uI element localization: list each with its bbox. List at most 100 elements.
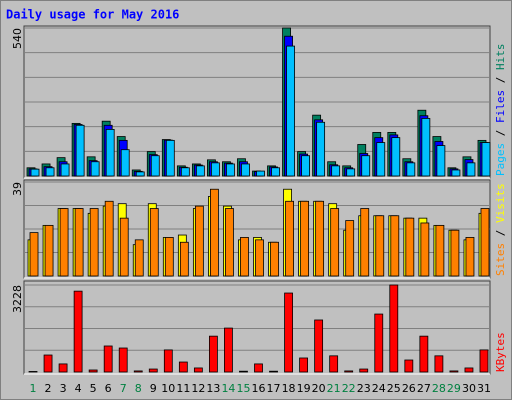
bar (346, 168, 356, 177)
x-tick-label: 1 (30, 382, 37, 395)
bar (419, 335, 429, 373)
x-tick-label: 18 (282, 382, 296, 395)
chart-title: Daily usage for May 2016 (6, 8, 179, 22)
bar (314, 319, 324, 373)
bar (299, 357, 309, 373)
bar (479, 349, 489, 373)
bar (435, 224, 445, 277)
bar (226, 163, 235, 177)
bar (44, 224, 54, 277)
legend: KBytes (494, 332, 507, 372)
legend-entry: Hits (494, 44, 507, 71)
bar (149, 208, 159, 277)
x-tick-label: 24 (372, 382, 386, 395)
bar (194, 205, 204, 277)
bar (330, 208, 340, 277)
bar (301, 155, 311, 177)
x-tick-label: 6 (105, 382, 112, 395)
y-tick-label: 540 (11, 28, 24, 49)
bar (451, 169, 461, 177)
bar (361, 155, 371, 177)
bar (256, 170, 265, 177)
bar (45, 167, 55, 177)
bar (150, 155, 160, 177)
bar (209, 335, 218, 373)
bar (178, 361, 188, 373)
bar (284, 292, 293, 373)
bar (60, 163, 70, 177)
bar (73, 290, 83, 373)
y-tick-label: 39 (11, 182, 24, 196)
bar (254, 363, 263, 373)
legend-separator: / (494, 223, 507, 243)
x-tick-label: 3 (60, 382, 67, 395)
x-tick-label: 7 (120, 382, 127, 395)
bar (74, 208, 84, 277)
panel (23, 280, 491, 375)
bar (300, 200, 310, 277)
x-tick-label: 5 (90, 382, 97, 395)
bar (331, 165, 341, 177)
bar (75, 124, 85, 177)
bar (449, 370, 459, 373)
x-tick-label: 22 (342, 382, 356, 395)
bar (43, 354, 53, 373)
legend-entry: Pages (494, 143, 507, 176)
legend-separator: / (494, 123, 507, 143)
legend-entry: Visits (494, 183, 507, 223)
x-tick-label: 9 (150, 382, 157, 395)
bar (391, 137, 401, 177)
bar (104, 200, 114, 277)
x-tick-label: 21 (327, 382, 341, 395)
bar (329, 355, 339, 373)
x-tick-label: 16 (252, 382, 266, 395)
bar (239, 370, 248, 373)
legend-entry: KBytes (494, 332, 507, 372)
bar (270, 241, 279, 277)
bar (316, 121, 326, 177)
legend-entry: Files (494, 90, 507, 123)
bar (211, 162, 220, 177)
legend-separator: / (494, 70, 507, 90)
bar (105, 129, 115, 177)
bar (225, 208, 234, 277)
bar (133, 370, 143, 373)
bar (359, 368, 369, 373)
bar (59, 208, 69, 277)
bar (345, 220, 355, 277)
x-tick-label: 13 (206, 382, 220, 395)
bar (90, 161, 100, 177)
bar (285, 200, 294, 277)
x-tick-label: 25 (387, 382, 401, 395)
x-tick-label: 30 (462, 382, 476, 395)
bar (210, 188, 219, 277)
x-tick-label: 15 (236, 382, 250, 395)
bar (434, 355, 444, 373)
bar (164, 237, 174, 277)
legend-entry: Sites (494, 243, 507, 276)
bar (406, 162, 416, 177)
bar (436, 145, 446, 177)
x-tick-label: 14 (221, 382, 235, 395)
x-tick-label: 26 (402, 382, 416, 395)
bar (466, 162, 476, 177)
x-tick-label: 12 (191, 382, 205, 395)
bar (389, 284, 399, 373)
x-tick-label: 10 (161, 382, 175, 395)
bar (29, 232, 39, 277)
bar (135, 171, 145, 177)
bar (360, 208, 370, 277)
bar (286, 45, 295, 177)
x-tick-label: 28 (432, 382, 446, 395)
bar (375, 215, 385, 277)
bar (464, 367, 474, 373)
bar (271, 167, 280, 177)
bar (376, 142, 386, 177)
x-tick-label: 29 (447, 382, 461, 395)
x-tick-label: 31 (477, 382, 491, 395)
bar (480, 208, 490, 277)
bar (465, 237, 475, 277)
x-tick-label: 8 (135, 382, 142, 395)
x-tick-label: 19 (297, 382, 311, 395)
